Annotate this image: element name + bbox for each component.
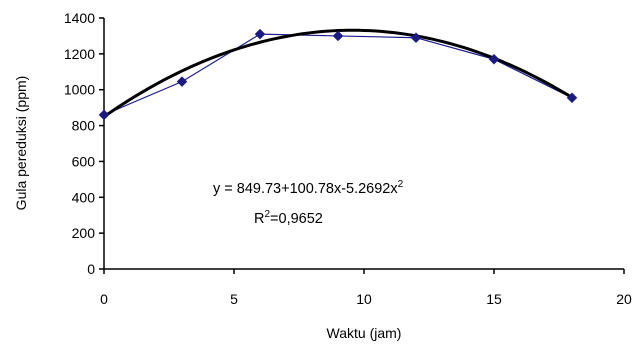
r-squared-label: R2=0,9652 xyxy=(254,209,323,227)
data-markers xyxy=(98,28,578,121)
y-tick-label: 400 xyxy=(72,189,96,205)
data-point xyxy=(410,32,422,44)
x-tick-label: 0 xyxy=(100,291,108,307)
y-axis-title: Gula pereduksi (ppm) xyxy=(13,76,29,211)
data-point xyxy=(254,28,266,40)
x-tick-label: 20 xyxy=(616,291,632,307)
r2-prefix: R xyxy=(254,211,264,227)
trendline-equation: y = 849.73+100.78x-5.2692x2 xyxy=(213,179,404,197)
y-tick-label: 200 xyxy=(72,225,96,241)
y-tick-label: 0 xyxy=(87,261,95,277)
r2-superscript: 2 xyxy=(264,209,270,220)
equation-superscript: 2 xyxy=(398,179,404,190)
y-axis-ticks: 0 200 400 600 800 1000 1200 1400 xyxy=(64,10,104,277)
x-axis-title: Waktu (jam) xyxy=(327,325,402,341)
x-tick-label: 15 xyxy=(486,291,502,307)
y-tick-label: 1200 xyxy=(64,46,95,62)
y-tick-label: 600 xyxy=(72,153,96,169)
x-axis-ticks: 0 5 10 15 20 xyxy=(100,269,632,307)
y-tick-label: 800 xyxy=(72,118,96,134)
y-tick-label: 1400 xyxy=(64,10,95,26)
trendline xyxy=(103,28,573,118)
r2-value: =0,9652 xyxy=(270,211,323,227)
x-tick-label: 5 xyxy=(230,291,238,307)
data-point xyxy=(566,92,578,104)
equation-main: y = 849.73+100.78x-5.2692x xyxy=(213,181,398,197)
data-point xyxy=(488,53,500,65)
data-point xyxy=(176,76,188,87)
x-tick-label: 10 xyxy=(356,291,372,307)
data-point xyxy=(98,109,110,121)
y-tick-label: 1000 xyxy=(64,82,95,98)
data-point xyxy=(332,30,344,42)
